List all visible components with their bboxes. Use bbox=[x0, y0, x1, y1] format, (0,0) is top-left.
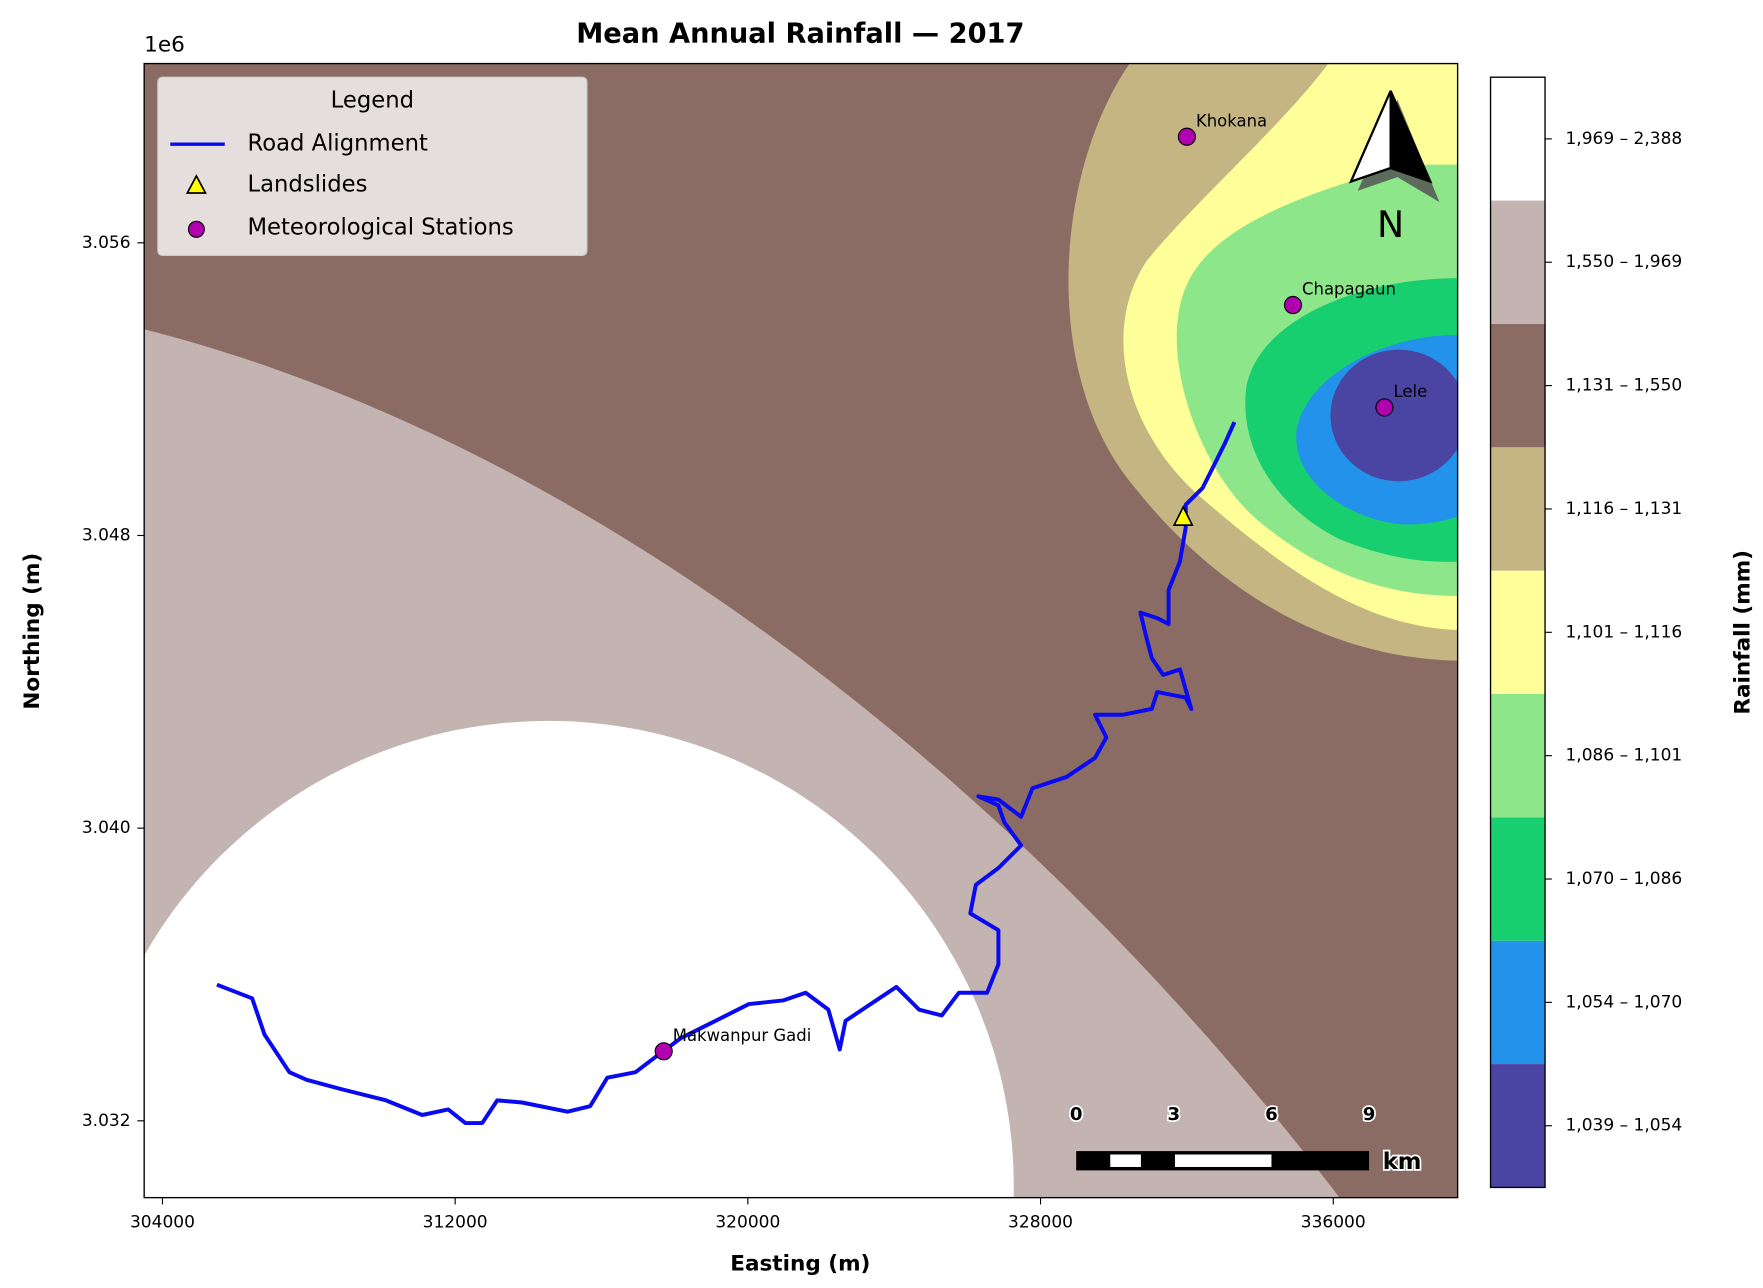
station-label: Makwanpur Gadi bbox=[673, 1026, 812, 1045]
colorbar-swatch bbox=[1490, 940, 1546, 1065]
scale-unit: km bbox=[1383, 1149, 1422, 1175]
colorbar: 1,039 – 1,054 1,054 – 1,070 1,070 – 1,086 1… bbox=[1489, 76, 1682, 1189]
rainfall-zone bbox=[1330, 349, 1458, 482]
y-axis-label: Northing (m) bbox=[20, 553, 45, 710]
colorbar-swatch bbox=[1490, 323, 1546, 448]
scale-tick-label: 3 bbox=[1167, 1104, 1180, 1125]
station-label: Khokana bbox=[1196, 111, 1267, 130]
colorbar-swatch bbox=[1490, 77, 1546, 201]
x-axis-label: Easting (m) bbox=[730, 1252, 870, 1277]
legend-label: Landslides bbox=[247, 172, 367, 198]
legend-station-swatch bbox=[187, 220, 205, 238]
colorbar-tick-label: 1,070 – 1,086 bbox=[1565, 869, 1682, 889]
x-tick-label: 328000 bbox=[1008, 1213, 1073, 1233]
colorbar-swatch bbox=[1490, 817, 1546, 941]
station bbox=[1283, 295, 1303, 315]
y-tick-label: 3.056 bbox=[82, 233, 131, 253]
rainfall-surface bbox=[144, 63, 1458, 1198]
colorbar-swatch bbox=[1490, 693, 1546, 818]
colorbar-frame bbox=[1489, 76, 1546, 1189]
legend: Legend Road Alignment Landslides Meteoro… bbox=[157, 76, 588, 256]
station bbox=[654, 1042, 673, 1061]
colorbar-tick-label: 1,131 – 1,550 bbox=[1565, 376, 1682, 396]
legend-label: Meteorological Stations bbox=[247, 215, 513, 241]
colorbar-swatch bbox=[1490, 200, 1546, 324]
colorbar-tick-label: 1,969 – 2,388 bbox=[1565, 129, 1682, 149]
colorbar-label: Rainfall (mm) bbox=[1731, 550, 1756, 715]
colorbar-tick-label: 1,101 – 1,116 bbox=[1565, 622, 1682, 642]
map-marks: Khokana Chapagaun Lele Makwanpur Gadi bbox=[216, 111, 1428, 1126]
y-offset-label: 1e6 bbox=[144, 32, 185, 57]
station-label: Lele bbox=[1394, 382, 1428, 401]
scale-bar: km 0 3 6 9 bbox=[1068, 1102, 1423, 1177]
colorbar-tick-label: 1,086 – 1,101 bbox=[1565, 746, 1682, 766]
colorbar-swatch bbox=[1490, 570, 1546, 694]
legend-landslide-swatch bbox=[185, 174, 207, 194]
y-tick-label: 3.040 bbox=[82, 818, 131, 838]
colorbar-swatch bbox=[1490, 447, 1546, 571]
colorbar-tick-label: 1,039 – 1,054 bbox=[1565, 1116, 1682, 1136]
x-tick-label: 312000 bbox=[423, 1213, 488, 1233]
legend-label: Road Alignment bbox=[247, 131, 427, 157]
legend-box bbox=[157, 76, 588, 256]
x-tick-label: 304000 bbox=[130, 1213, 195, 1233]
rainfall-zone bbox=[144, 720, 1014, 1198]
plot-frame bbox=[143, 62, 1459, 1199]
station bbox=[1177, 127, 1196, 146]
road-line bbox=[216, 421, 1237, 1126]
x-tick-label: 320000 bbox=[715, 1213, 780, 1233]
colorbar-tick-label: 1,550 – 1,969 bbox=[1565, 252, 1682, 272]
x-tick-label: 336000 bbox=[1301, 1213, 1366, 1233]
y-tick-label: 3.032 bbox=[82, 1111, 131, 1131]
colorbar-swatch bbox=[1490, 1064, 1546, 1188]
scale-tick-label: 6 bbox=[1265, 1104, 1278, 1125]
colorbar-tick-label: 1,054 – 1,070 bbox=[1565, 992, 1682, 1012]
north-arrow: N bbox=[1348, 90, 1440, 246]
station bbox=[1375, 398, 1394, 417]
colorbar-tick-label: 1,116 – 1,131 bbox=[1565, 499, 1682, 519]
legend-title: Legend bbox=[331, 88, 414, 114]
station-label: Chapagaun bbox=[1302, 280, 1396, 299]
north-label: N bbox=[1377, 203, 1404, 246]
scale-tick-label: 0 bbox=[1070, 1104, 1083, 1125]
chart-title: Mean Annual Rainfall — 2017 bbox=[576, 19, 1024, 50]
landslide bbox=[1172, 505, 1194, 526]
y-tick-label: 3.048 bbox=[82, 525, 131, 545]
scale-tick-label: 9 bbox=[1363, 1104, 1376, 1125]
